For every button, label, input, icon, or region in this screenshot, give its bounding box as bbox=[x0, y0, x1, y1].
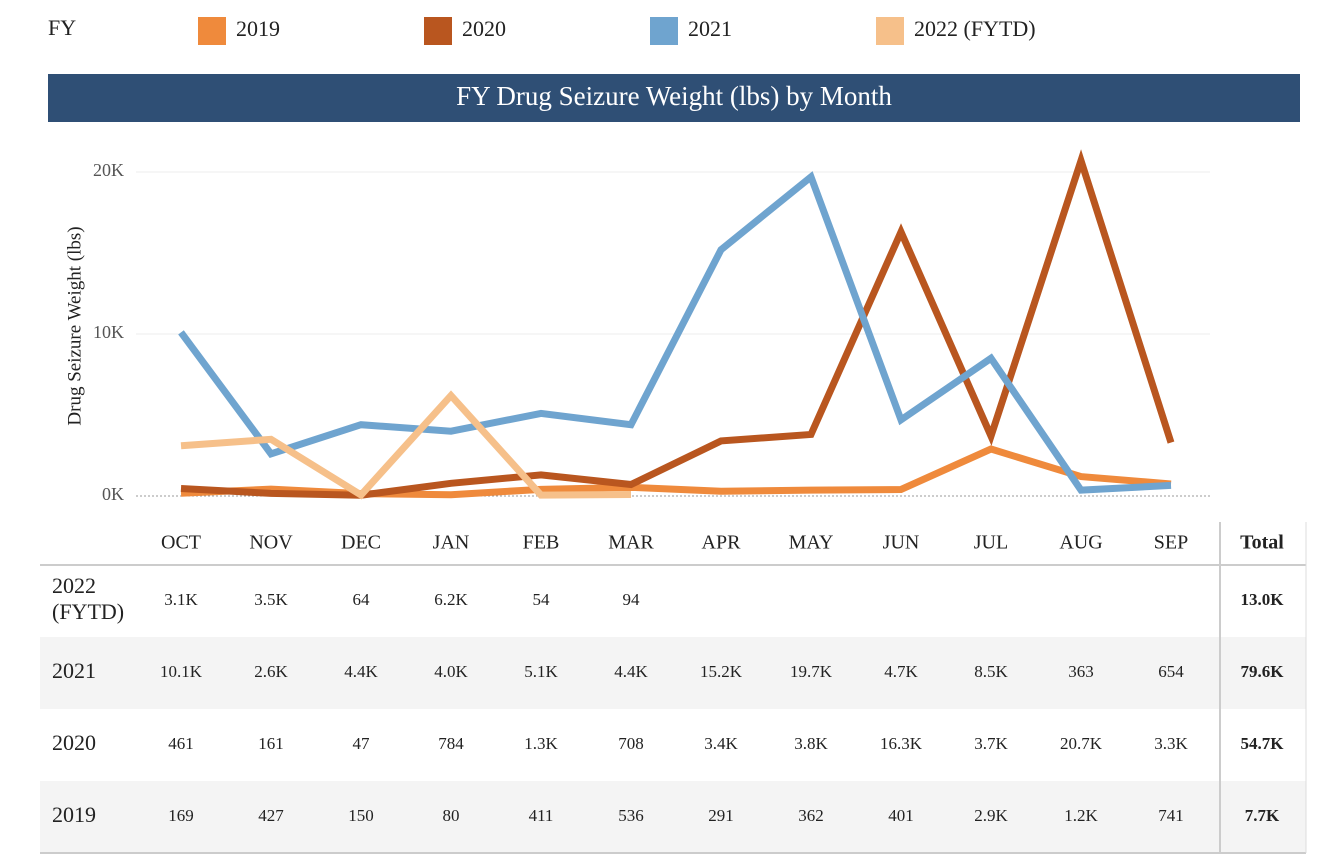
cell-value: 3.8K bbox=[794, 734, 828, 753]
cell-value: 80 bbox=[443, 806, 460, 825]
cell-value: 3.3K bbox=[1154, 734, 1188, 753]
legend-swatch bbox=[198, 17, 226, 45]
column-header: FEB bbox=[523, 532, 560, 554]
row-band bbox=[40, 637, 1306, 709]
legend-label: 2020 bbox=[462, 16, 506, 41]
cell-value: 1.3K bbox=[524, 734, 558, 753]
cell-value: 2.6K bbox=[254, 662, 288, 681]
cell-value: 161 bbox=[258, 734, 284, 753]
cell-value: 3.7K bbox=[974, 734, 1008, 753]
cell-value: 362 bbox=[798, 806, 824, 825]
cell-value: 6.2K bbox=[434, 590, 468, 609]
cell-value: 3.5K bbox=[254, 590, 288, 609]
title-bar bbox=[48, 74, 1300, 122]
legend-label: 2019 bbox=[236, 16, 280, 41]
row-label: 2022 (FYTD) bbox=[52, 573, 124, 624]
legend-label: 2021 bbox=[688, 16, 732, 41]
legend-swatch bbox=[424, 17, 452, 45]
column-header: APR bbox=[702, 532, 742, 554]
cell-value: 8.5K bbox=[974, 662, 1008, 681]
cell-value: 4.0K bbox=[434, 662, 468, 681]
column-header: JUN bbox=[883, 532, 920, 554]
y-axis-label: Drug Seizure Weight (lbs) bbox=[64, 226, 85, 425]
y-tick-label: 10K bbox=[93, 322, 124, 342]
cell-value: 708 bbox=[618, 734, 644, 753]
cell-value: 536 bbox=[618, 806, 644, 825]
cell-value: 363 bbox=[1068, 662, 1094, 681]
column-header: Total bbox=[1240, 532, 1284, 554]
row-band bbox=[40, 781, 1306, 853]
cell-value: 401 bbox=[888, 806, 914, 825]
series-line bbox=[180, 390, 632, 500]
cell-value: 150 bbox=[348, 806, 374, 825]
row-total: 13.0K bbox=[1241, 590, 1285, 609]
y-tick-label: 0K bbox=[102, 484, 124, 504]
cell-value: 461 bbox=[168, 734, 194, 753]
series-line bbox=[178, 171, 1172, 494]
cell-value: 654 bbox=[1158, 662, 1184, 681]
cell-value: 784 bbox=[438, 734, 464, 753]
cell-value: 169 bbox=[168, 806, 194, 825]
cell-value: 1.2K bbox=[1064, 806, 1098, 825]
column-header: JAN bbox=[433, 532, 470, 554]
cell-value: 64 bbox=[353, 590, 371, 609]
cell-value: 3.1K bbox=[164, 590, 198, 609]
cell-value: 47 bbox=[353, 734, 371, 753]
cell-value: 19.7K bbox=[790, 662, 833, 681]
column-header: JUL bbox=[974, 532, 1008, 554]
row-label: 2019 bbox=[52, 802, 96, 827]
cell-value: 4.7K bbox=[884, 662, 918, 681]
cell-value: 4.4K bbox=[614, 662, 648, 681]
column-header: OCT bbox=[161, 532, 201, 554]
cell-value: 2.9K bbox=[974, 806, 1008, 825]
series-line bbox=[180, 149, 1175, 499]
row-label: 2020 bbox=[52, 730, 96, 755]
column-header: NOV bbox=[249, 532, 293, 554]
row-total: 54.7K bbox=[1241, 734, 1285, 753]
row-total: 79.6K bbox=[1241, 662, 1285, 681]
column-header: DEC bbox=[341, 532, 381, 554]
cell-value: 741 bbox=[1158, 806, 1184, 825]
cell-value: 16.3K bbox=[880, 734, 923, 753]
row-label: 2021 bbox=[52, 658, 96, 683]
legend-swatch bbox=[876, 17, 904, 45]
column-header: MAY bbox=[789, 532, 834, 554]
chart-title: FY Drug Seizure Weight (lbs) by Month bbox=[456, 81, 892, 111]
cell-value: 291 bbox=[708, 806, 734, 825]
cell-value: 94 bbox=[623, 590, 641, 609]
y-tick-label: 20K bbox=[93, 160, 124, 180]
legend-swatch bbox=[650, 17, 678, 45]
cell-value: 427 bbox=[258, 806, 284, 825]
cell-value: 4.4K bbox=[344, 662, 378, 681]
cell-value: 20.7K bbox=[1060, 734, 1103, 753]
column-header: MAR bbox=[608, 532, 654, 554]
cell-value: 10.1K bbox=[160, 662, 203, 681]
row-total: 7.7K bbox=[1245, 806, 1280, 825]
cell-value: 3.4K bbox=[704, 734, 738, 753]
cell-value: 411 bbox=[529, 806, 554, 825]
cell-value: 5.1K bbox=[524, 662, 558, 681]
legend-label: 2022 (FYTD) bbox=[914, 16, 1036, 41]
column-header: SEP bbox=[1154, 532, 1188, 554]
column-header: AUG bbox=[1059, 532, 1102, 554]
cell-value: 15.2K bbox=[700, 662, 743, 681]
cell-value: 54 bbox=[533, 590, 551, 609]
legend-title: FY bbox=[48, 15, 76, 40]
